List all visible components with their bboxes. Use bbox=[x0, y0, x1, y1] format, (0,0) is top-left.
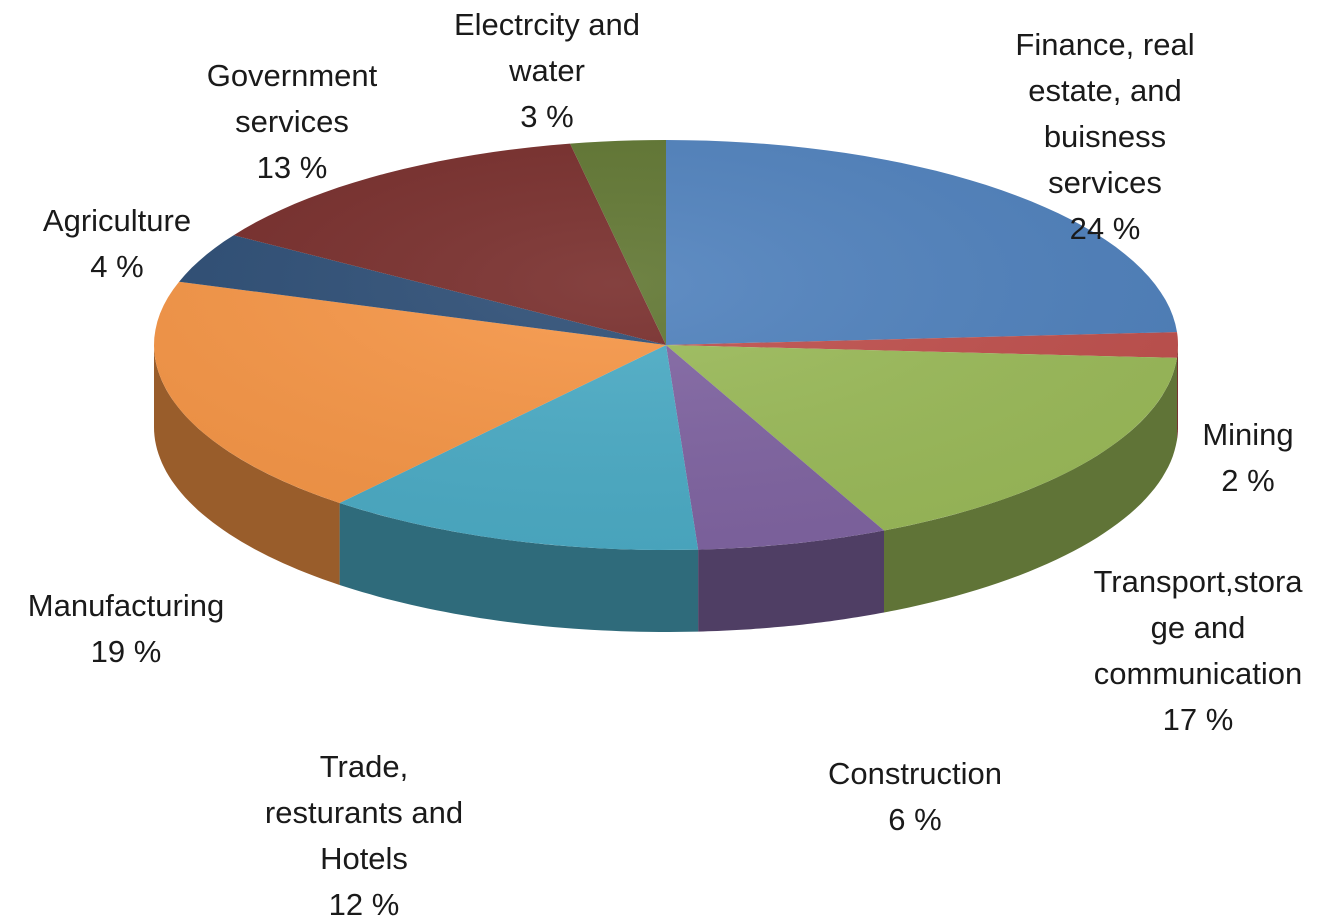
slice-category-label: Trade, bbox=[320, 749, 408, 784]
pie-side-mining bbox=[1177, 345, 1178, 440]
slice-category-label: services bbox=[235, 104, 349, 139]
slice-value-label: 2 % bbox=[1221, 463, 1274, 498]
slice-category-label: communication bbox=[1094, 656, 1302, 691]
slice-value-label: 3 % bbox=[520, 99, 573, 134]
slice-category-label: Electrcity and bbox=[454, 7, 640, 42]
pie-side-transport-stora bbox=[884, 357, 1177, 613]
data-label-transport-stora: Transport,stora ge and communication 17 % bbox=[1093, 564, 1303, 737]
pie-top-shading bbox=[154, 140, 1178, 550]
pie-side-manufacturing bbox=[154, 345, 340, 585]
pie-labels: Finance, real estate, and buisness services… bbox=[28, 7, 1304, 916]
data-label-construction: Construction 6 % bbox=[828, 756, 1002, 837]
slice-category-label: Hotels bbox=[320, 841, 408, 876]
data-label-mining: Mining 2 % bbox=[1202, 417, 1293, 498]
pie-side-construction bbox=[698, 530, 884, 632]
pie-sides bbox=[154, 345, 1178, 632]
slice-value-label: 6 % bbox=[888, 802, 941, 837]
data-label-manufacturing: Manufacturing 19 % bbox=[28, 588, 224, 669]
slice-value-label: 13 % bbox=[257, 150, 328, 185]
slice-category-label: estate, and bbox=[1028, 73, 1181, 108]
slice-value-label: 17 % bbox=[1163, 702, 1234, 737]
pie-tops bbox=[154, 140, 1178, 550]
slice-value-label: 24 % bbox=[1070, 211, 1141, 246]
slice-category-label: services bbox=[1048, 165, 1162, 200]
slice-category-label: buisness bbox=[1044, 119, 1166, 154]
pie-side-trade bbox=[339, 503, 699, 632]
slice-value-label: 19 % bbox=[91, 634, 162, 669]
data-label-electrcity-and: Electrcity and water 3 % bbox=[454, 7, 640, 134]
slice-value-label: 12 % bbox=[329, 887, 400, 916]
slice-category-label: Transport,stora bbox=[1093, 564, 1303, 599]
slice-category-label: Agriculture bbox=[43, 203, 191, 238]
slice-category-label: ge and bbox=[1151, 610, 1246, 645]
slice-category-label: Finance, real bbox=[1015, 27, 1194, 62]
slice-category-label: Government bbox=[207, 58, 378, 93]
slice-category-label: Manufacturing bbox=[28, 588, 224, 623]
slice-category-label: Mining bbox=[1202, 417, 1293, 452]
data-label-trade: Trade, resturants and Hotels 12 % bbox=[265, 749, 463, 916]
slice-value-label: 4 % bbox=[90, 249, 143, 284]
data-label-government: Government services 13 % bbox=[207, 58, 378, 185]
data-label-agriculture: Agriculture 4 % bbox=[43, 203, 191, 284]
slice-category-label: resturants and bbox=[265, 795, 463, 830]
slice-category-label: Construction bbox=[828, 756, 1002, 791]
data-label-finance-real: Finance, real estate, and buisness services… bbox=[1015, 27, 1194, 246]
slice-category-label: water bbox=[508, 53, 585, 88]
